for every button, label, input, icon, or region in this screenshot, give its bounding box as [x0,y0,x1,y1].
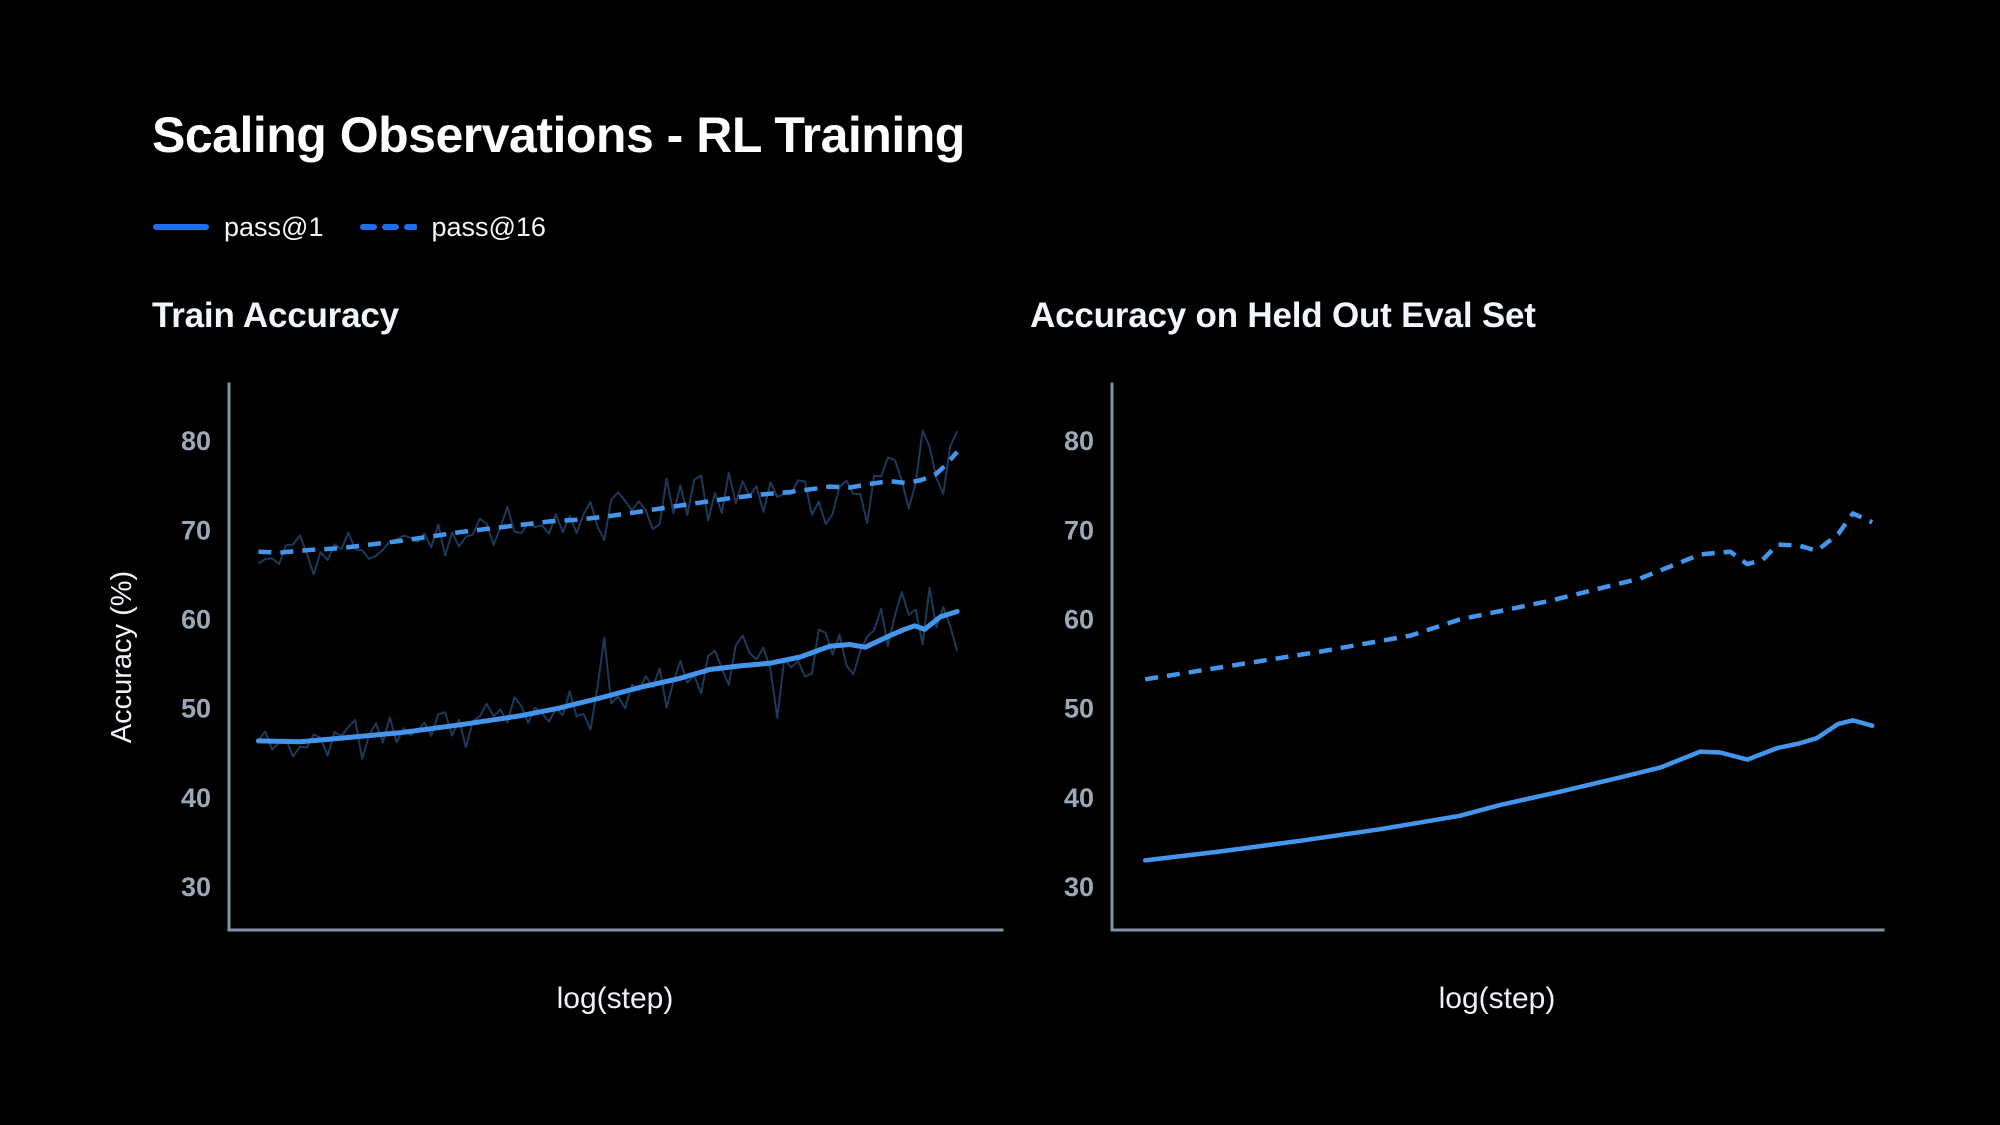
train-ytick-80: 80 [181,426,211,456]
train-pass@1-line [255,609,960,745]
dashed-line-swatch-icon [360,224,418,230]
train-ytick-60: 60 [181,605,211,635]
eval-pass@1-line [1142,718,1875,863]
eval-axes [1110,382,1885,932]
train-pass@16-raw-line [257,429,959,576]
eval-pass@16-line [1144,511,1874,682]
train-ytick-50: 50 [181,694,211,724]
legend-label-pass16: pass@16 [431,211,546,242]
eval-ytick-40: 40 [1064,783,1094,813]
eval-x-axis-label: log(step) [1439,982,1556,1015]
solid-line-swatch-icon [153,224,209,230]
eval-ytick-30: 30 [1064,872,1094,902]
eval-ytick-80: 80 [1064,426,1094,456]
train-pass@1-raw-line [257,586,959,760]
train-x-axis-label: log(step) [557,982,674,1015]
train-y-axis-label: Accuracy (%) [106,571,138,743]
legend-item-pass1: pass@1 [152,212,323,243]
train-chart-title: Train Accuracy [152,296,399,335]
eval-ytick-70: 70 [1064,515,1094,545]
legend-item-pass16: pass@16 [359,211,546,243]
eval-ytick-50: 50 [1064,694,1094,724]
page-title: Scaling Observations - RL Training [152,107,965,163]
train-axes [227,382,1004,932]
train-ytick-70: 70 [181,515,211,545]
train-ytick-40: 40 [181,783,211,813]
train-ytick-30: 30 [181,872,211,902]
eval-chart-title: Accuracy on Held Out Eval Set [1030,296,1536,335]
legend-label-pass1: pass@1 [224,211,324,242]
train-pass@16-line [258,450,959,555]
legend: pass@1 pass@16 [152,209,546,245]
eval-ytick-60: 60 [1064,605,1094,635]
